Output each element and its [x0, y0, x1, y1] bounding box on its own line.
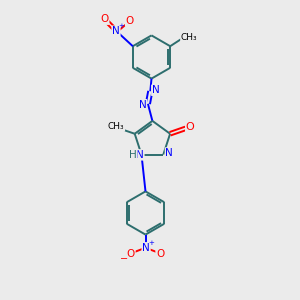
- Text: CH₃: CH₃: [181, 33, 197, 42]
- Text: O: O: [156, 249, 164, 260]
- Text: +: +: [118, 23, 124, 29]
- Text: N: N: [139, 100, 146, 110]
- Text: O: O: [100, 14, 109, 24]
- Text: CH₃: CH₃: [108, 122, 124, 131]
- Text: N: N: [166, 148, 173, 158]
- Text: O: O: [186, 122, 195, 132]
- Text: N: N: [112, 26, 120, 36]
- Text: O: O: [127, 249, 135, 260]
- Text: H: H: [129, 150, 137, 160]
- Text: O: O: [126, 16, 134, 26]
- Text: N: N: [142, 243, 150, 253]
- Text: N: N: [152, 85, 160, 95]
- Text: +: +: [148, 240, 154, 246]
- Text: −: −: [120, 254, 128, 264]
- Text: N: N: [136, 150, 144, 160]
